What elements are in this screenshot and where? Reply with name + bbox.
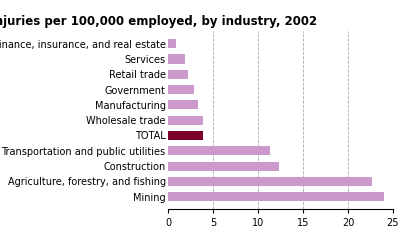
Bar: [168, 131, 203, 140]
Text: Fatal occupational injuries per 100,000 employed, by industry, 2002: Fatal occupational injuries per 100,000 …: [0, 15, 317, 28]
Bar: [168, 116, 203, 125]
Bar: [168, 70, 188, 79]
Bar: [168, 192, 384, 201]
Bar: [168, 162, 279, 171]
Bar: [168, 85, 194, 94]
Bar: [168, 39, 176, 48]
Bar: [168, 177, 372, 186]
Bar: [168, 54, 184, 64]
Bar: [168, 146, 270, 155]
Bar: [168, 100, 198, 109]
